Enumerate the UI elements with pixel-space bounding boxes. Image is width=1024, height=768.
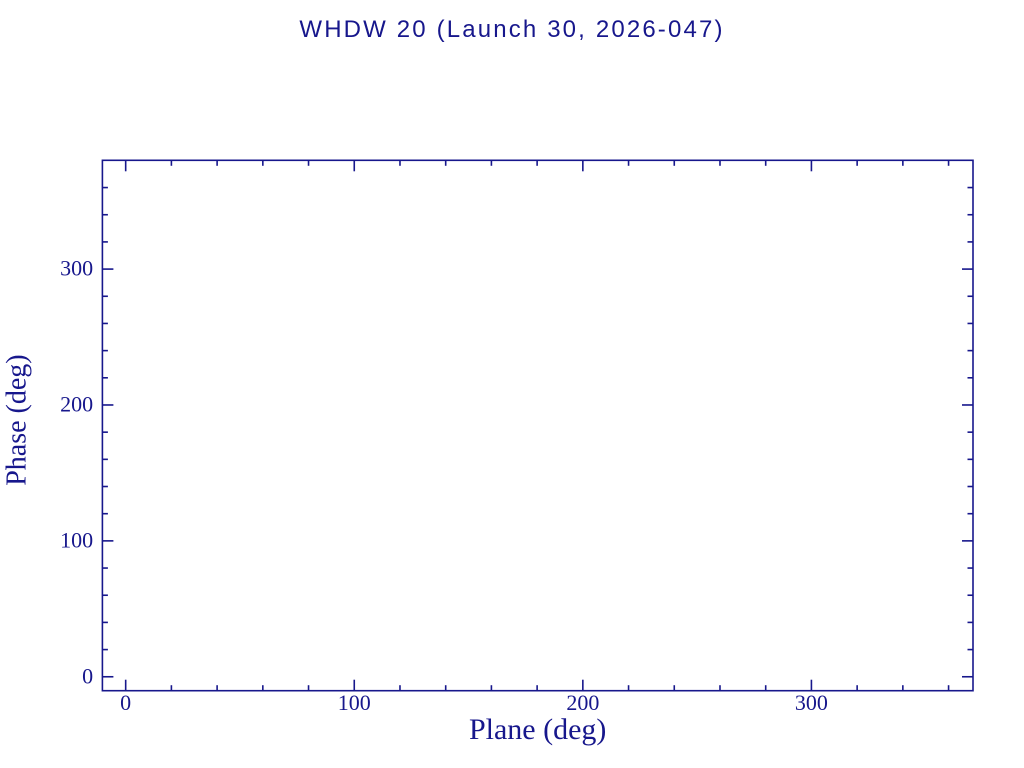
svg-text:300: 300 (60, 256, 93, 281)
svg-text:Phase (deg): Phase (deg) (2, 354, 33, 485)
svg-text:200: 200 (60, 391, 93, 416)
svg-text:300: 300 (795, 690, 828, 715)
svg-text:100: 100 (60, 527, 93, 552)
svg-text:0: 0 (120, 690, 131, 715)
svg-text:0: 0 (82, 663, 93, 688)
svg-text:100: 100 (338, 690, 371, 715)
svg-text:200: 200 (566, 690, 599, 715)
